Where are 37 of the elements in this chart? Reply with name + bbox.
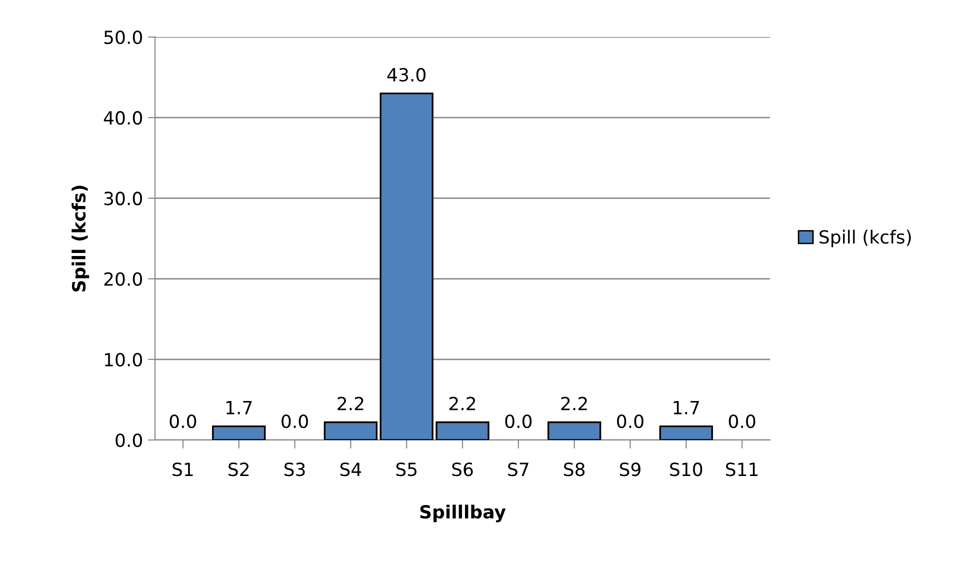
y-tick-label: 20.0 <box>104 272 142 286</box>
bar <box>324 421 378 440</box>
y-tick-label: 0.0 <box>116 433 142 448</box>
data-label: 2.2 <box>338 396 364 410</box>
data-label: 0.0 <box>728 414 756 428</box>
data-label: 0.0 <box>617 414 644 428</box>
y-axis-title: Spill (kcfs) <box>72 186 90 292</box>
data-label: 1.7 <box>674 401 699 414</box>
x-tick-label: S5 <box>396 462 416 476</box>
y-tick-label: 30.0 <box>104 192 142 206</box>
x-tick-label: S10 <box>670 462 702 476</box>
y-tick-label: 10.0 <box>104 352 142 367</box>
x-tick-label: S9 <box>620 462 640 476</box>
x-axis-title: Spilllbay <box>420 504 506 522</box>
x-tick-label: S1 <box>172 462 193 476</box>
x-tick-label: S8 <box>564 462 585 476</box>
data-label: 43.0 <box>387 68 426 82</box>
x-tick-label: S2 <box>228 462 249 476</box>
data-label: 0.0 <box>170 414 196 428</box>
x-tick-label: S7 <box>508 462 528 476</box>
data-label: 0.0 <box>282 414 308 428</box>
bar <box>212 425 266 440</box>
bar <box>380 92 434 440</box>
x-tick-label: S11 <box>726 462 758 476</box>
bar <box>659 425 713 440</box>
x-tick-label: S3 <box>284 462 305 476</box>
data-label: 2.2 <box>561 396 587 410</box>
legend-label: Spill (kcfs) <box>820 230 911 248</box>
data-label: 1.7 <box>226 401 252 414</box>
bar <box>436 421 490 440</box>
x-tick-label: S6 <box>452 462 473 476</box>
data-label: 0.0 <box>505 414 532 428</box>
bar <box>547 421 602 440</box>
y-tick-label: 50.0 <box>104 30 142 44</box>
y-tick-label: 40.0 <box>104 111 142 125</box>
data-label: 2.2 <box>449 396 476 410</box>
x-tick-label: S4 <box>340 462 362 476</box>
